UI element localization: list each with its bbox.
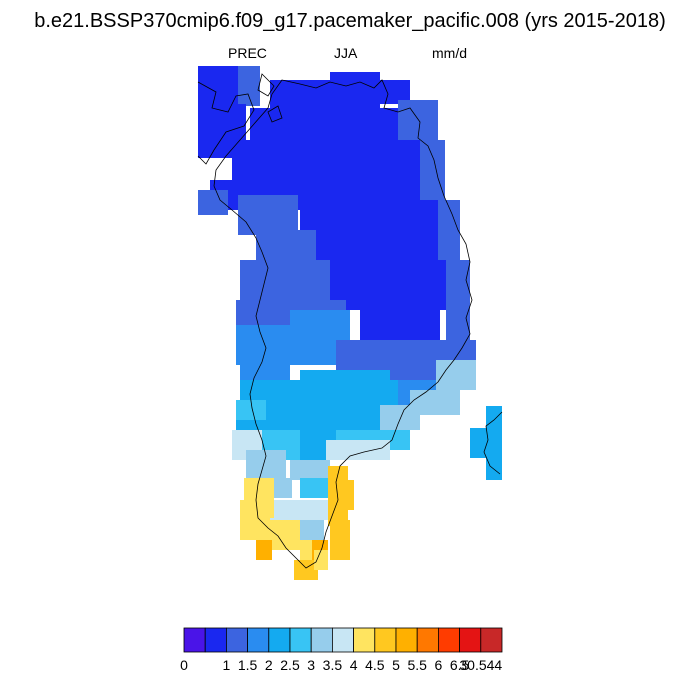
precip-cells (198, 66, 502, 580)
colorbar-tick-label: 3 (307, 657, 315, 673)
colorbar-box (459, 627, 482, 653)
colorbar-tick-label: 5 (392, 657, 400, 673)
colorbar-box (289, 627, 312, 653)
precip-cell (256, 540, 272, 560)
precip-cell (238, 66, 260, 106)
colorbar-boxes (183, 627, 503, 653)
colorbar-box (268, 627, 291, 653)
colorbar-tick-label: 4.5 (365, 657, 385, 673)
precip-cell (334, 480, 354, 510)
coastline-northwest (197, 81, 255, 165)
colorbar-tick-label: 6.5 (450, 657, 470, 673)
precip-cell (360, 310, 440, 340)
colorbar-box (374, 627, 397, 653)
colorbar-box (247, 627, 270, 653)
precip-cell (290, 460, 330, 480)
precip-cell (270, 520, 300, 550)
precip-cell (294, 560, 318, 580)
precip-cell (290, 500, 330, 520)
precip-cell (300, 205, 445, 245)
colorbar-tick-label: 5.5 (407, 657, 427, 673)
colorbar-tick-label: 30.544 (459, 657, 502, 673)
colorbar-box (183, 627, 206, 653)
colorbar-tick-label: 1 (223, 657, 231, 673)
precip-cell (206, 104, 246, 140)
colorbar-box (225, 627, 248, 653)
precip-cell (300, 430, 330, 460)
coastline-iceland-edge (483, 411, 503, 475)
colorbar-tick-label: 4 (350, 657, 358, 673)
colorbar-box (395, 627, 418, 653)
colorbar-box (310, 627, 333, 653)
colorbar-tick-label: 2 (265, 657, 273, 673)
plot-title: b.e21.BSSP370cmip6.f09_g17.pacemaker_pac… (34, 10, 666, 32)
precip-cell (330, 280, 460, 310)
colorbar-tick-label: 2.5 (280, 657, 300, 673)
precip-cell (240, 500, 270, 540)
coastline-north-islands (257, 73, 283, 123)
precip-cell (398, 100, 438, 140)
precip-cell (238, 195, 298, 235)
precip-cell (330, 72, 380, 112)
precip-cell (240, 260, 330, 300)
precip-cell (300, 520, 324, 540)
colorbar-labels: 0 1 1.5 2 2.5 3 3.5 4 4.5 5 5.5 6 6.530.544 (180, 657, 502, 673)
precip-cell (350, 440, 390, 460)
coastline (213, 79, 473, 569)
units-label: mm/d (432, 45, 467, 61)
precip-cell (270, 80, 330, 110)
precip-cell (236, 400, 266, 420)
season-label: JJA (334, 45, 358, 61)
colorbar-box (331, 627, 354, 653)
precip-cell (446, 260, 470, 340)
colorbar-tick-label: 0 (180, 657, 188, 673)
precip-cell (486, 440, 502, 480)
colorbar-box (480, 627, 503, 653)
precip-cell (330, 520, 350, 560)
colorbar-tick-label: 1.5 (238, 657, 258, 673)
precip-cell (470, 428, 488, 458)
colorbar-tick-label: 3.5 (323, 657, 343, 673)
precip-cell (314, 550, 328, 570)
precip-cell (438, 200, 460, 260)
colorbar-box (437, 627, 460, 653)
precip-cell (310, 240, 460, 280)
colorbar-box (353, 627, 376, 653)
colorbar-box (416, 627, 439, 653)
colorbar-tick-label: 6 (435, 657, 443, 673)
precip-cell (300, 478, 330, 498)
colorbar-box (204, 627, 227, 653)
precip-cell (420, 140, 445, 200)
variable-label: PREC (228, 45, 267, 61)
precip-cell (380, 405, 420, 430)
